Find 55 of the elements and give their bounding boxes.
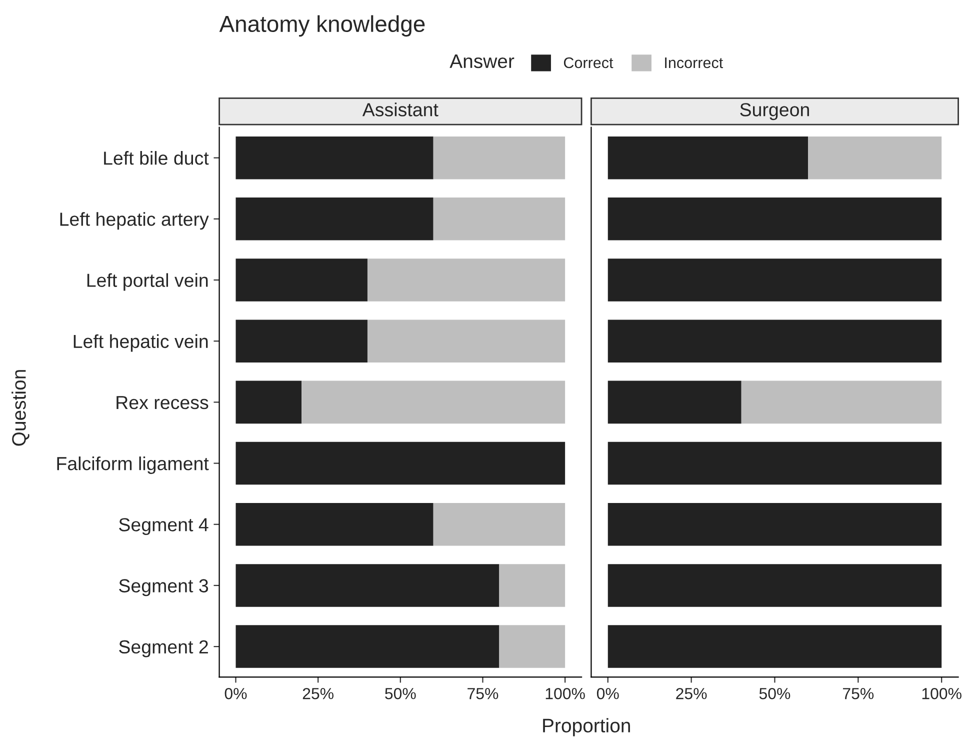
bar	[367, 258, 566, 302]
bar	[608, 258, 942, 302]
bar	[499, 564, 566, 607]
y-tick-label: Segment 3	[119, 579, 208, 596]
bar	[608, 564, 942, 607]
x-tick-label: 100%	[922, 688, 962, 700]
y-tick-label: Falciform ligament	[57, 456, 209, 474]
x-tick-label: 25%	[302, 688, 334, 700]
x-tick-label: 100%	[546, 688, 585, 700]
bar	[608, 136, 808, 180]
chart-title: Anatomy knowledge	[219, 15, 425, 37]
bar	[608, 502, 942, 546]
bar	[236, 625, 500, 668]
legend-title: Answer	[450, 54, 514, 68]
y-tick-label: Segment 2	[119, 640, 208, 658]
y-axis-title: Question	[12, 370, 30, 446]
x-tick-label: 50%	[385, 688, 416, 700]
y-tick-label: Segment 4	[119, 518, 208, 536]
legend-label: Incorrect	[665, 58, 724, 68]
bar	[236, 136, 434, 180]
bar	[236, 258, 368, 302]
bar	[236, 380, 302, 424]
x-tick-label: 0%	[596, 688, 619, 700]
y-tick-label: Rex recess	[116, 396, 208, 410]
bar	[433, 198, 566, 240]
x-tick-label: 75%	[468, 688, 498, 700]
y-tick-label: Left hepatic artery	[60, 212, 209, 230]
bar	[499, 625, 566, 668]
bar	[608, 625, 942, 668]
bar	[608, 380, 742, 424]
bar	[236, 198, 434, 240]
legend-label: Correct	[564, 57, 614, 68]
bar	[608, 320, 942, 362]
x-tick-label: 0%	[224, 688, 247, 700]
x-tick-label: 50%	[759, 688, 790, 700]
x-tick-label: 25%	[676, 688, 707, 700]
x-tick-label: 75%	[842, 688, 874, 700]
bar	[608, 198, 942, 240]
chart-subtitle: Surgeon	[740, 103, 809, 120]
bar	[236, 320, 368, 362]
bar	[236, 442, 566, 485]
bar	[808, 136, 942, 180]
bar	[433, 502, 566, 546]
chart-subtitle: Assistant	[362, 102, 438, 116]
bar	[236, 564, 500, 607]
bar	[608, 442, 942, 485]
bar	[236, 502, 434, 546]
y-tick-label: Left hepatic vein	[74, 334, 208, 352]
bar	[302, 380, 566, 424]
bar	[741, 380, 942, 424]
y-tick-label: Left portal vein	[87, 273, 208, 291]
bar	[367, 320, 566, 362]
y-tick-label: Left bile duct	[104, 151, 209, 165]
bar	[433, 136, 566, 180]
x-axis-title: Proportion	[543, 718, 630, 736]
